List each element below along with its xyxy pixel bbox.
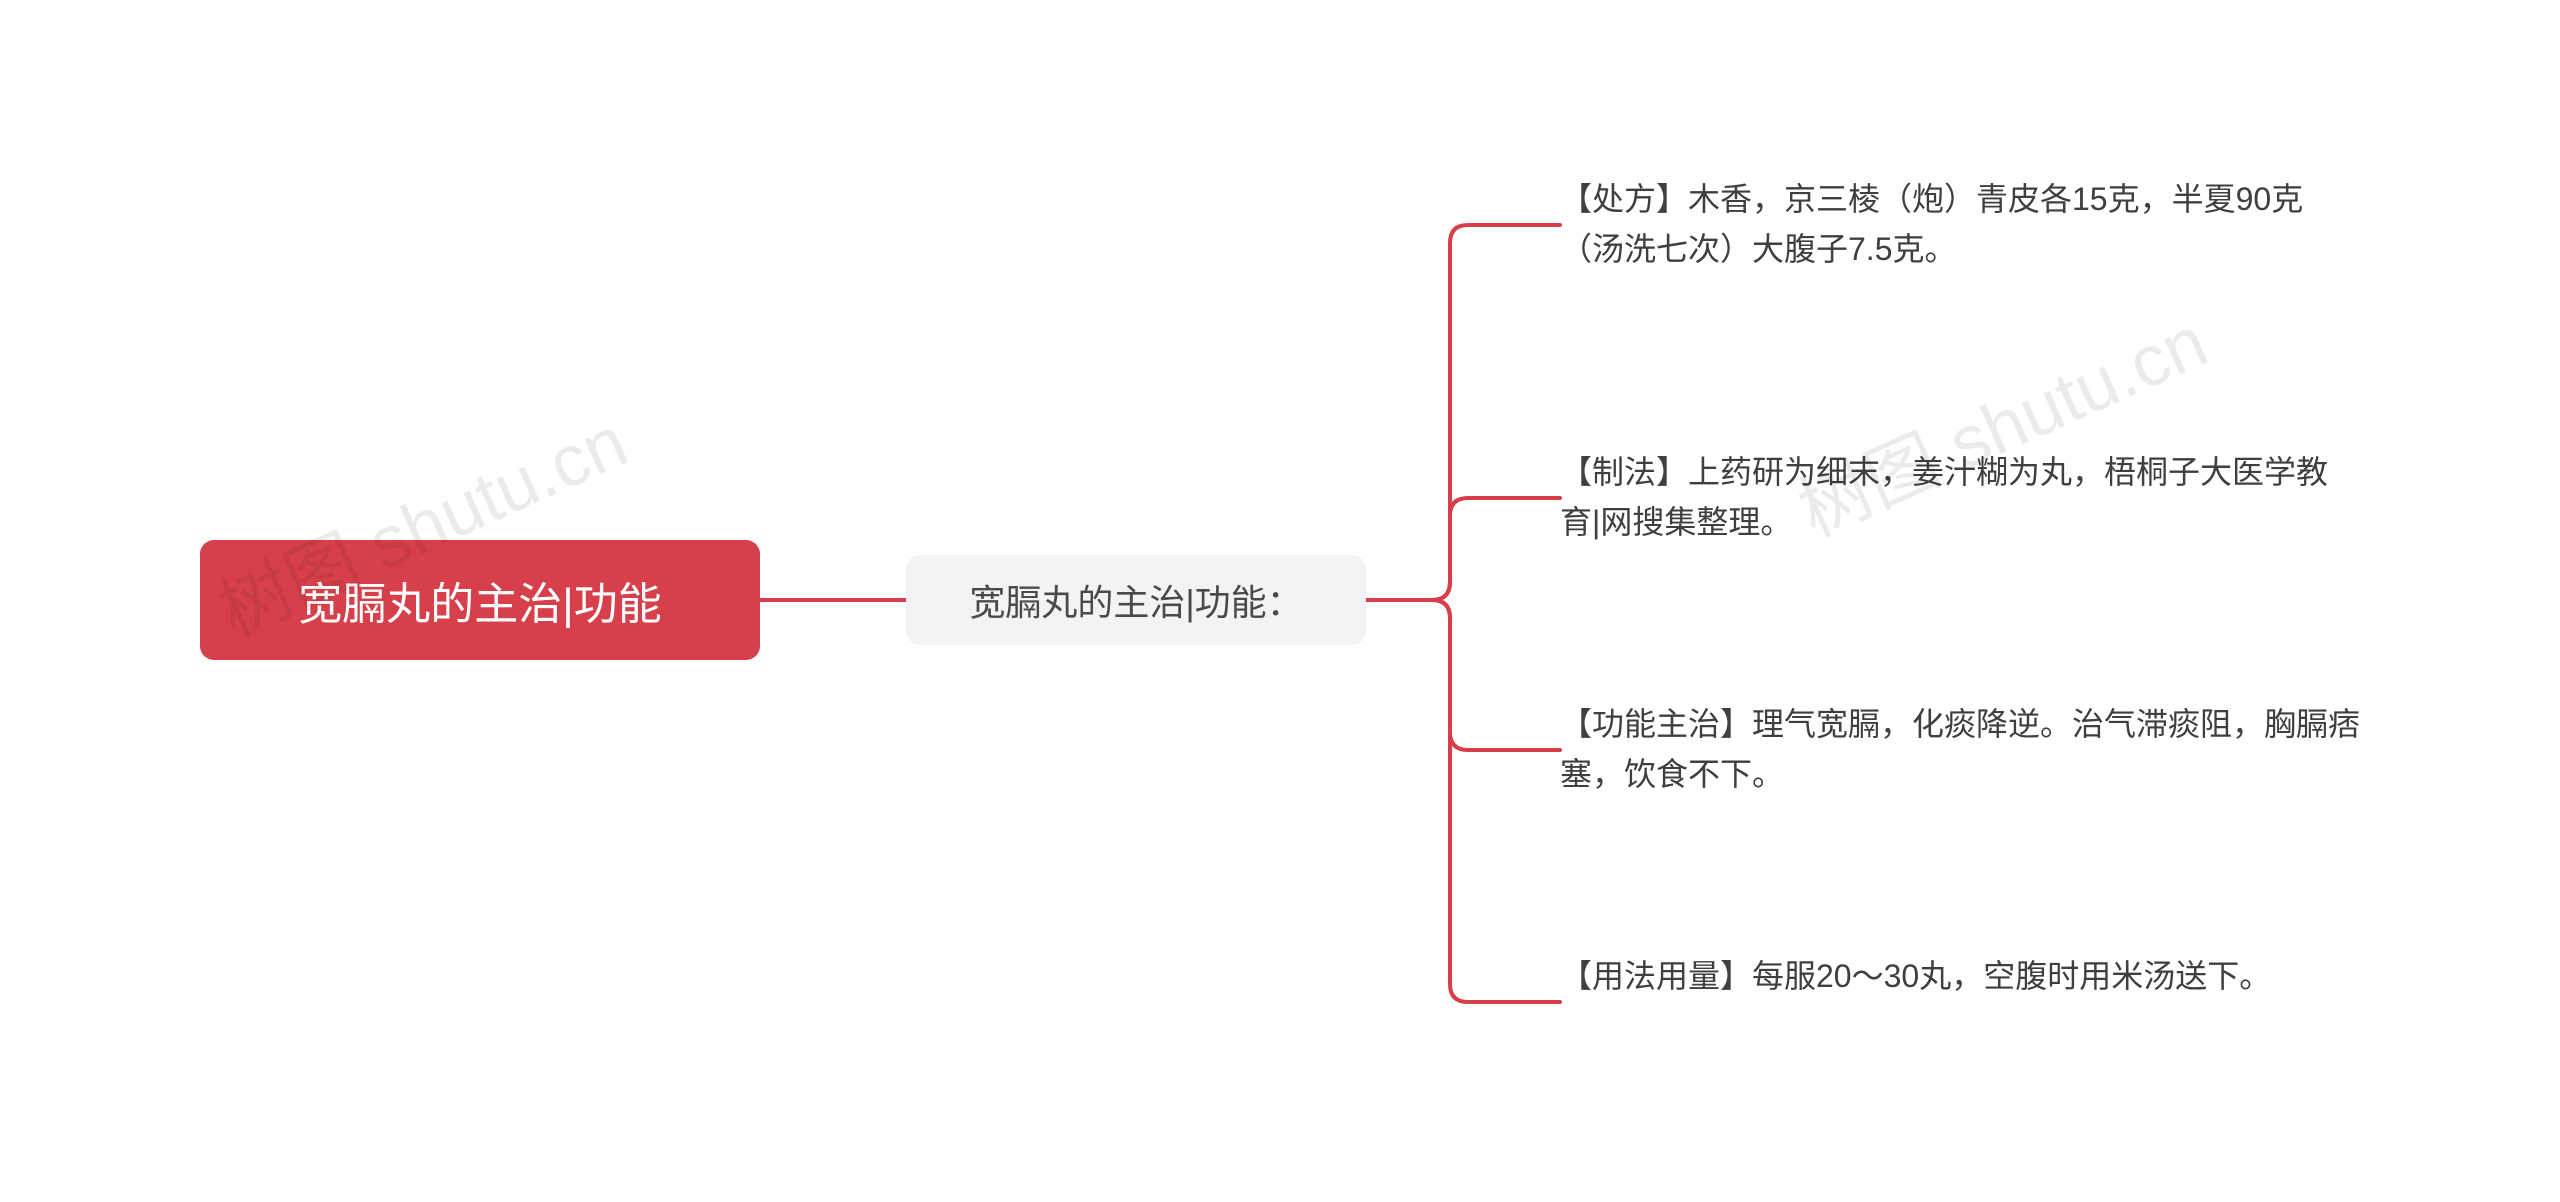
leaf-label: 【处方】木香，京三棱（炮）青皮各15克，半夏90克（汤洗七次）大腹子7.5克。: [1560, 181, 2303, 267]
leaf-node[interactable]: 【用法用量】每服20～30丸，空腹时用米汤送下。: [1560, 952, 2360, 1002]
sub-label: 宽膈丸的主治|功能：: [969, 574, 1302, 626]
leaf-label: 【制法】上药研为细末，姜汁糊为丸，梧桐子大医学教育|网搜集整理。: [1560, 454, 2328, 540]
mindmap-canvas: 宽膈丸的主治|功能 宽膈丸的主治|功能： 【处方】木香，京三棱（炮）青皮各15克…: [0, 0, 2560, 1202]
root-node[interactable]: 宽膈丸的主治|功能: [200, 540, 760, 660]
leaf-node[interactable]: 【制法】上药研为细末，姜汁糊为丸，梧桐子大医学教育|网搜集整理。: [1560, 448, 2360, 547]
leaf-label: 【功能主治】理气宽膈，化痰降逆。治气滞痰阻，胸膈痞塞，饮食不下。: [1560, 706, 2360, 792]
sub-node[interactable]: 宽膈丸的主治|功能：: [906, 555, 1366, 645]
root-label: 宽膈丸的主治|功能: [298, 568, 661, 632]
leaf-node[interactable]: 【处方】木香，京三棱（炮）青皮各15克，半夏90克（汤洗七次）大腹子7.5克。: [1560, 175, 2360, 274]
leaf-node[interactable]: 【功能主治】理气宽膈，化痰降逆。治气滞痰阻，胸膈痞塞，饮食不下。: [1560, 700, 2360, 799]
leaf-label: 【用法用量】每服20～30丸，空腹时用米汤送下。: [1560, 958, 2271, 994]
